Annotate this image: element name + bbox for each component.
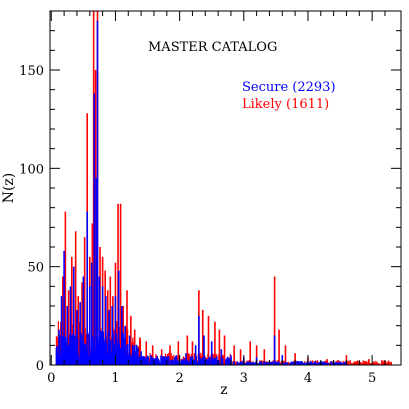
x-tick-label: 4 — [304, 371, 312, 386]
x-tick-label: 1 — [111, 371, 119, 386]
y-axis-label: N(z) — [1, 173, 17, 204]
x-tick-label: 3 — [240, 371, 248, 386]
x-tick-label: 5 — [368, 371, 376, 386]
series-layer — [55, 11, 392, 365]
chart-title: MASTER CATALOG — [148, 40, 277, 55]
legend-entry-secure: Secure (2293) — [242, 80, 336, 95]
y-tick-label: 50 — [27, 261, 44, 276]
y-tick-label: 150 — [19, 64, 44, 79]
y-tick-label: 0 — [36, 359, 44, 374]
legend-entry-likely: Likely (1611) — [242, 97, 329, 112]
x-tick-label: 2 — [175, 371, 183, 386]
y-tick-label: 100 — [19, 162, 44, 177]
x-tick-label: 0 — [47, 371, 55, 386]
x-axis-label: z — [220, 382, 227, 398]
